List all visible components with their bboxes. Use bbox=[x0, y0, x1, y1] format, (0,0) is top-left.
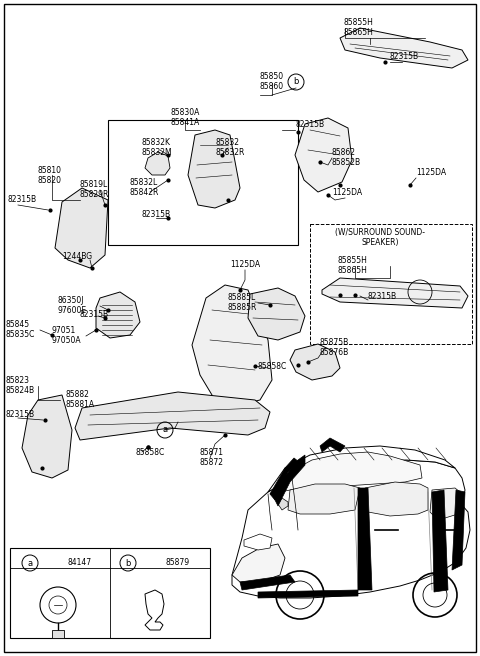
Text: 82315B: 82315B bbox=[80, 310, 109, 319]
Polygon shape bbox=[272, 455, 305, 506]
Text: 85858C: 85858C bbox=[258, 362, 287, 371]
Text: a: a bbox=[27, 558, 33, 567]
Text: 86350J
97600E: 86350J 97600E bbox=[58, 296, 87, 316]
Polygon shape bbox=[268, 446, 455, 492]
Polygon shape bbox=[55, 188, 108, 268]
Polygon shape bbox=[365, 482, 428, 516]
Polygon shape bbox=[244, 534, 272, 550]
Text: 82315B: 82315B bbox=[390, 52, 419, 61]
Text: 1125DA: 1125DA bbox=[332, 188, 362, 197]
Polygon shape bbox=[322, 278, 468, 308]
Polygon shape bbox=[270, 452, 422, 494]
Polygon shape bbox=[145, 590, 164, 630]
Polygon shape bbox=[288, 484, 360, 514]
Text: 97051
97050A: 97051 97050A bbox=[52, 326, 82, 346]
Polygon shape bbox=[145, 152, 170, 175]
Text: 85845
85835C: 85845 85835C bbox=[6, 320, 36, 339]
Polygon shape bbox=[75, 392, 270, 440]
Text: 84147: 84147 bbox=[68, 558, 92, 567]
Text: 1125DA: 1125DA bbox=[416, 168, 446, 177]
Text: 85810
85820: 85810 85820 bbox=[38, 166, 62, 186]
Polygon shape bbox=[188, 130, 240, 208]
Polygon shape bbox=[452, 490, 465, 570]
Text: 85832K
85832M: 85832K 85832M bbox=[142, 138, 173, 157]
Text: 82315B: 82315B bbox=[368, 292, 397, 301]
Text: 85832L
85842R: 85832L 85842R bbox=[130, 178, 159, 197]
Polygon shape bbox=[232, 460, 470, 598]
Text: 85819L
85829R: 85819L 85829R bbox=[80, 180, 109, 199]
Polygon shape bbox=[340, 28, 468, 68]
Polygon shape bbox=[192, 285, 272, 405]
Text: 85850
85860: 85850 85860 bbox=[260, 72, 284, 91]
Polygon shape bbox=[258, 590, 358, 598]
Polygon shape bbox=[290, 344, 340, 380]
Polygon shape bbox=[432, 490, 448, 592]
Text: 85875B
85876B: 85875B 85876B bbox=[320, 338, 349, 358]
Bar bbox=[310, 224, 472, 344]
Text: 85862
85852B: 85862 85852B bbox=[332, 148, 361, 167]
Text: b: b bbox=[293, 77, 299, 87]
Text: 82315B: 82315B bbox=[8, 195, 37, 204]
Text: 1125DA: 1125DA bbox=[230, 260, 260, 269]
Text: 85882
85881A: 85882 85881A bbox=[66, 390, 95, 409]
Polygon shape bbox=[52, 630, 64, 638]
Text: 85830A
85841A: 85830A 85841A bbox=[170, 108, 200, 127]
Polygon shape bbox=[248, 288, 305, 340]
Bar bbox=[108, 120, 298, 245]
Polygon shape bbox=[430, 488, 460, 518]
Polygon shape bbox=[278, 498, 288, 510]
Text: 82315B: 82315B bbox=[295, 120, 324, 129]
Polygon shape bbox=[320, 438, 345, 452]
Text: 85832
85832R: 85832 85832R bbox=[215, 138, 244, 157]
Text: 1244BG: 1244BG bbox=[62, 252, 92, 261]
Polygon shape bbox=[240, 575, 295, 590]
Polygon shape bbox=[358, 488, 372, 590]
Text: 85823
85824B: 85823 85824B bbox=[6, 376, 35, 396]
Polygon shape bbox=[270, 458, 299, 500]
Polygon shape bbox=[96, 292, 140, 338]
Polygon shape bbox=[295, 118, 352, 192]
Text: a: a bbox=[162, 426, 168, 434]
Text: 85855H
85865H: 85855H 85865H bbox=[343, 18, 373, 37]
Text: 85879: 85879 bbox=[166, 558, 190, 567]
Text: (W/SURROUND SOUND-
SPEAKER): (W/SURROUND SOUND- SPEAKER) bbox=[335, 228, 425, 247]
Bar bbox=[10, 548, 210, 638]
Polygon shape bbox=[22, 395, 72, 478]
Text: 82315B: 82315B bbox=[6, 410, 35, 419]
Text: b: b bbox=[125, 558, 131, 567]
Polygon shape bbox=[232, 544, 285, 582]
Text: 82315B: 82315B bbox=[142, 210, 171, 219]
Text: 85855H
85865H: 85855H 85865H bbox=[337, 256, 367, 276]
Text: 85858C: 85858C bbox=[135, 448, 164, 457]
Text: 85871
85872: 85871 85872 bbox=[200, 448, 224, 467]
Text: 85885L
85885R: 85885L 85885R bbox=[228, 293, 257, 312]
